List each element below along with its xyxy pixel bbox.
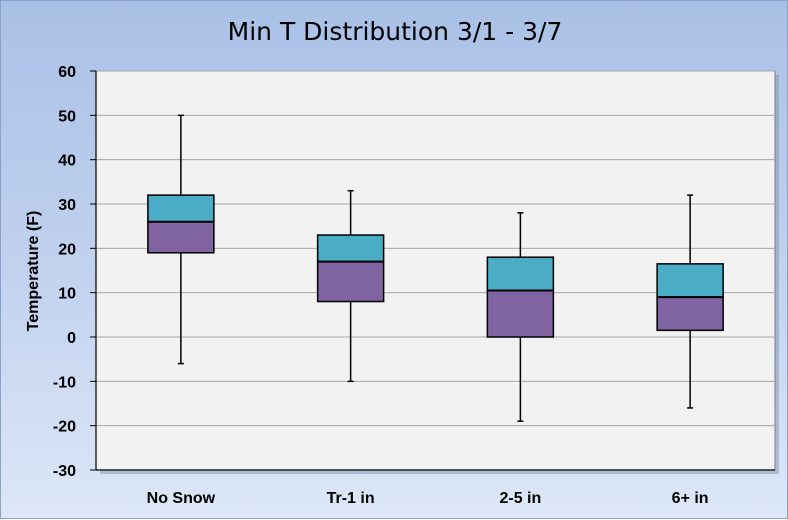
lower-box [486, 289, 555, 338]
chart-title: Min T Distribution 3/1 - 3/7 [228, 17, 563, 46]
y-tick-label: -10 [53, 374, 76, 391]
box-no-snow: No Snow [147, 114, 216, 507]
y-tick-label: 60 [58, 64, 76, 81]
lower-box [147, 220, 215, 254]
y-axis-title: Temperature (F) [25, 211, 42, 332]
x-tick-label: 6+ in [672, 490, 709, 507]
y-tick-label: 20 [58, 241, 76, 258]
y-tick-label: 10 [58, 286, 76, 303]
upper-box [486, 256, 555, 292]
x-tick-label: 2-5 in [499, 490, 541, 507]
plot-area: 60 50 40 30 20 10 0 -10 -20 -30 No Snow Tr-1 in 2-5 … [53, 64, 779, 507]
box-2-5-in: 2-5 in [486, 212, 555, 507]
upper-box [656, 263, 724, 298]
lower-box [656, 296, 724, 332]
y-tick-label: 50 [58, 108, 76, 125]
y-tick-label: 0 [67, 330, 76, 347]
lower-box [316, 260, 385, 303]
y-tick-label: 40 [58, 153, 76, 170]
y-tick-label: 30 [58, 197, 76, 214]
x-tick-label: No Snow [147, 490, 216, 507]
upper-box [147, 194, 215, 223]
x-tick-label: Tr-1 in [327, 490, 375, 507]
upper-box [316, 234, 385, 263]
box-6-in: 6+ in [656, 194, 724, 507]
y-tick-label: -30 [53, 463, 76, 480]
box-tr-1-in: Tr-1 in [316, 189, 385, 507]
y-tick-label: -20 [53, 419, 76, 436]
